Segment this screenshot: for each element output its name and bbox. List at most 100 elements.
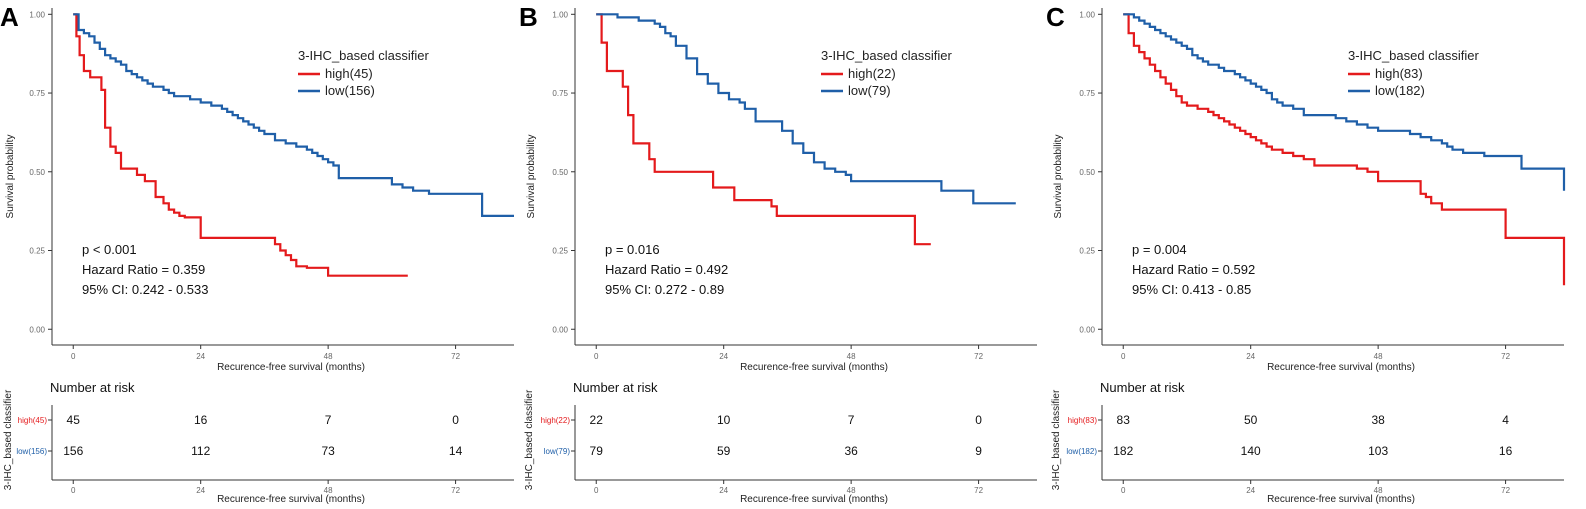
hazard-ratio-text: Hazard Ratio = 0.592 xyxy=(1132,262,1255,277)
risk-row-label-high: high(22) xyxy=(541,416,571,425)
p-value-text: p < 0.001 xyxy=(82,242,137,257)
km-curve-low xyxy=(596,13,1016,205)
risk-count: 50 xyxy=(1244,413,1258,427)
risk-x-tick-label: 48 xyxy=(1374,486,1383,495)
risk-x-tick-label: 0 xyxy=(71,486,76,495)
risk-y-axis-title: 3-IHC_based classifier xyxy=(3,389,14,490)
risk-x-tick-label: 48 xyxy=(324,486,333,495)
risk-x-tick-label: 48 xyxy=(847,486,856,495)
x-axis-title: Recurence-free survival (months) xyxy=(217,362,365,373)
km-curve-high xyxy=(596,13,931,246)
legend-label-low: low(182) xyxy=(1375,83,1425,98)
risk-count: 79 xyxy=(590,444,604,458)
panel-label-b: B xyxy=(519,2,538,32)
legend-label-high: high(22) xyxy=(848,66,896,81)
y-axis-title: Survival probability xyxy=(1053,135,1064,219)
risk-row-label-low: low(182) xyxy=(1066,447,1097,456)
p-value-text: p = 0.016 xyxy=(605,242,660,257)
y-tick-label: 1.00 xyxy=(1079,10,1095,19)
risk-count: 112 xyxy=(191,444,210,458)
panel-c: C 0.00 0.25 0.50 0.75 1.00 0 24 48 72 Recurence-fr… xyxy=(1046,2,1566,505)
legend-label-low: low(79) xyxy=(848,83,891,98)
legend-label-low: low(156) xyxy=(325,83,375,98)
x-tick-label: 48 xyxy=(324,352,333,361)
risk-x-axis-title: Recurence-free survival (months) xyxy=(740,494,888,504)
risk-count: 103 xyxy=(1368,444,1388,458)
risk-count: 10 xyxy=(717,413,731,427)
y-axis-title: Survival probability xyxy=(526,135,537,219)
x-tick-label: 0 xyxy=(594,352,599,361)
y-tick-label: 0.00 xyxy=(29,325,45,334)
legend-label-high: high(45) xyxy=(325,66,373,81)
y-tick-label: 1.00 xyxy=(552,10,568,19)
y-tick-label: 0.75 xyxy=(1079,89,1095,98)
confidence-interval-text: 95% CI: 0.242 - 0.533 xyxy=(82,282,208,297)
confidence-interval-text: 95% CI: 0.413 - 0.85 xyxy=(1132,282,1251,297)
risk-x-tick-label: 24 xyxy=(1246,486,1255,495)
risk-count: 182 xyxy=(1113,444,1133,458)
risk-count: 14 xyxy=(449,444,463,458)
risk-row-label-high: high(45) xyxy=(18,416,48,425)
x-tick-label: 24 xyxy=(196,352,205,361)
risk-count: 83 xyxy=(1117,413,1131,427)
legend-title: 3-IHC_based classifier xyxy=(821,48,952,63)
risk-count: 0 xyxy=(452,413,459,427)
x-axis-title: Recurence-free survival (months) xyxy=(1267,362,1415,373)
risk-count: 38 xyxy=(1371,413,1385,427)
panel-a: A 0.00 0.25 0.50 0.75 1.00 0 24 48 72 Recurence-fr… xyxy=(0,2,514,505)
risk-count: 4 xyxy=(1502,413,1509,427)
x-tick-label: 72 xyxy=(1501,352,1510,361)
panel-b: B 0.00 0.25 0.50 0.75 1.00 0 24 48 72 Recurence-fr… xyxy=(519,2,1037,505)
km-curve-high xyxy=(73,13,408,277)
x-tick-label: 0 xyxy=(71,352,76,361)
x-tick-label: 48 xyxy=(1374,352,1383,361)
hazard-ratio-text: Hazard Ratio = 0.492 xyxy=(605,262,728,277)
x-tick-label: 24 xyxy=(719,352,728,361)
y-tick-label: 0.50 xyxy=(552,168,568,177)
risk-x-tick-label: 72 xyxy=(451,486,460,495)
km-curve-low xyxy=(1123,13,1566,191)
risk-count: 59 xyxy=(717,444,731,458)
risk-x-axis-title: Recurence-free survival (months) xyxy=(217,494,365,504)
risk-count: 156 xyxy=(63,444,83,458)
risk-count: 7 xyxy=(848,413,855,427)
p-value-text: p = 0.004 xyxy=(1132,242,1187,257)
y-tick-label: 1.00 xyxy=(29,10,45,19)
hazard-ratio-text: Hazard Ratio = 0.359 xyxy=(82,262,205,277)
risk-count: 36 xyxy=(844,444,858,458)
risk-y-axis-title: 3-IHC_based classifier xyxy=(524,389,535,490)
y-tick-label: 0.00 xyxy=(552,325,568,334)
y-tick-label: 0.25 xyxy=(552,247,568,256)
y-tick-label: 0.50 xyxy=(29,168,45,177)
confidence-interval-text: 95% CI: 0.272 - 0.89 xyxy=(605,282,724,297)
risk-count: 45 xyxy=(67,413,81,427)
x-tick-label: 48 xyxy=(847,352,856,361)
risk-x-tick-label: 0 xyxy=(594,486,599,495)
y-tick-label: 0.75 xyxy=(29,89,45,98)
y-tick-label: 0.25 xyxy=(1079,247,1095,256)
panel-label-c: C xyxy=(1046,2,1065,32)
x-tick-label: 72 xyxy=(974,352,983,361)
risk-x-tick-label: 72 xyxy=(974,486,983,495)
risk-x-tick-label: 0 xyxy=(1121,486,1126,495)
risk-x-tick-label: 24 xyxy=(196,486,205,495)
risk-table-title: Number at risk xyxy=(1100,380,1185,395)
y-tick-label: 0.50 xyxy=(1079,168,1095,177)
risk-count: 9 xyxy=(975,444,982,458)
y-tick-label: 0.25 xyxy=(29,247,45,256)
risk-count: 73 xyxy=(321,444,335,458)
x-tick-label: 72 xyxy=(451,352,460,361)
legend-label-high: high(83) xyxy=(1375,66,1423,81)
x-tick-label: 24 xyxy=(1246,352,1255,361)
legend-title: 3-IHC_based classifier xyxy=(1348,48,1479,63)
risk-row-label-low: low(79) xyxy=(544,447,571,456)
risk-y-axis-title: 3-IHC_based classifier xyxy=(1051,389,1062,490)
risk-count: 16 xyxy=(1499,444,1513,458)
km-curve-high xyxy=(1123,13,1566,286)
legend-title: 3-IHC_based classifier xyxy=(298,48,429,63)
risk-count: 7 xyxy=(325,413,332,427)
x-axis-title: Recurence-free survival (months) xyxy=(740,362,888,373)
risk-row-label-low: low(156) xyxy=(16,447,47,456)
